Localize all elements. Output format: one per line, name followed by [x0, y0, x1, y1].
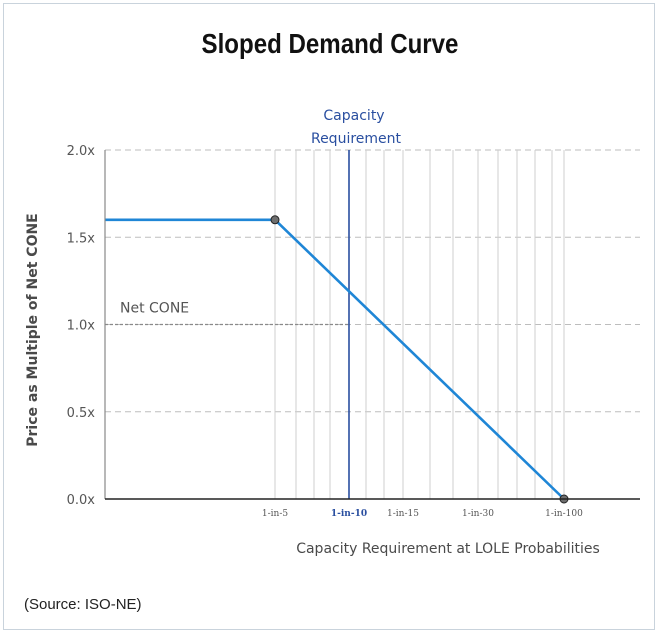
capacity-requirement-label-line2: Requirement [311, 131, 402, 147]
y-tick-label-1: 0.5x [67, 406, 96, 421]
tick-labels: 0.0x 0.5x 1.0x 1.5x 2.0x 1-in-5 1-in-10 1-in-15… [25, 144, 600, 557]
curve-point-1-in-5 [270, 215, 280, 225]
x-tick-label-3: 1-in-30 [462, 509, 494, 519]
axes [104, 150, 640, 500]
chart-title: Sloped Demand Curve [201, 28, 459, 59]
series-layer [105, 215, 569, 504]
demand-curve-line [105, 218, 565, 500]
annotations: Net CONE Capacity Requirement [105, 108, 402, 499]
y-tick-label-4: 2.0x [67, 144, 96, 159]
figure-frame [3, 3, 655, 630]
y-tick-label-0: 0.0x [67, 493, 96, 508]
x-tick-label-0: 1-in-5 [262, 509, 288, 519]
x-tick-label-1: 1-in-10 [331, 509, 367, 519]
y-gridlines [105, 149, 640, 413]
y-axis-title: Price as Multiple of Net CONE [25, 213, 41, 446]
x-tick-label-2: 1-in-15 [387, 509, 419, 519]
source-note: (Source: ISO-NE) [24, 596, 142, 613]
net-cone-label: Net CONE [120, 301, 189, 317]
y-tick-label-2: 1.0x [67, 319, 96, 334]
x-tick-label-4: 1-in-100 [545, 509, 583, 519]
capacity-requirement-label-line1: Capacity [323, 108, 384, 124]
x-axis-title: Capacity Requirement at LOLE Probabiliti… [296, 541, 600, 557]
y-tick-label-3: 1.5x [67, 231, 96, 246]
